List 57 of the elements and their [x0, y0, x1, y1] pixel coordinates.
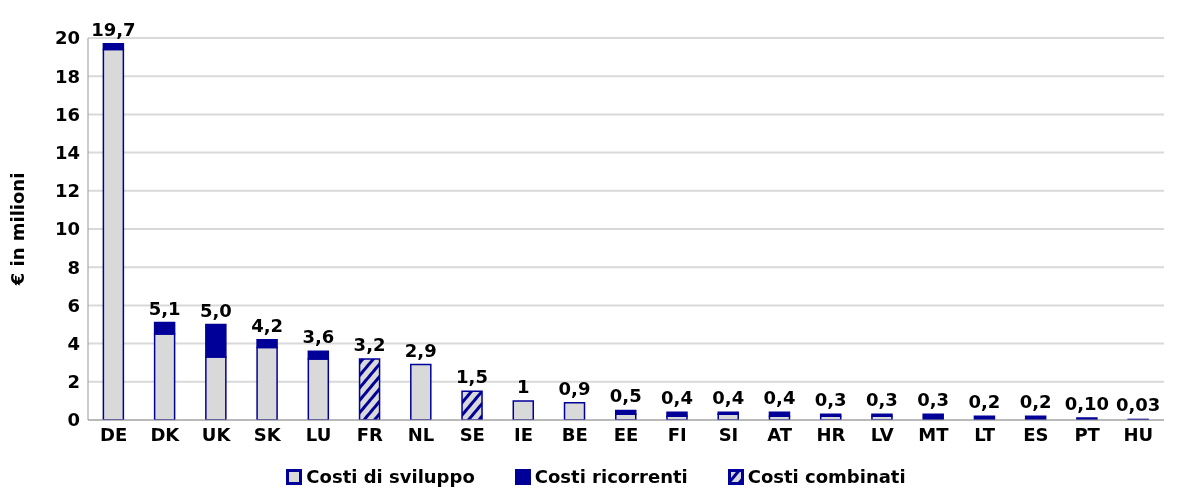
x-tick-label: FR [356, 423, 384, 445]
total-label: 0,3 [866, 389, 898, 411]
total-label: 0,4 [763, 387, 796, 409]
total-label: 5,0 [199, 299, 232, 321]
total-label: 19,7 [91, 18, 136, 40]
x-tick-label: SE [459, 423, 485, 445]
total-label: 0,2 [968, 391, 1001, 413]
legend-label: Costi ricorrenti [533, 466, 688, 487]
y-tick-label: 6 [67, 294, 80, 316]
legend-label: Costi combinati [746, 466, 906, 487]
total-label: 0,2 [1019, 391, 1052, 413]
legend-label: Costi di sviluppo [305, 466, 475, 487]
total-label: 1,5 [456, 366, 488, 388]
y-tick-label: 0 [67, 409, 80, 431]
total-label: 1 [517, 375, 530, 397]
total-label: 2,9 [404, 339, 437, 361]
y-tick-label: 14 [54, 141, 80, 163]
total-label: 0,3 [917, 389, 950, 411]
x-tick-label: LV [870, 423, 894, 445]
x-tick-label: LT [974, 423, 996, 445]
total-label: 0,03 [1115, 394, 1161, 416]
x-tick-label: DK [150, 423, 181, 445]
x-tick-label: BE [561, 423, 588, 445]
total-label: 3,2 [353, 333, 386, 355]
x-tick-label: NL [407, 423, 435, 445]
total-label: 0,9 [558, 377, 591, 399]
x-tick-label: HU [1123, 423, 1154, 445]
y-tick-label: 2 [67, 371, 80, 393]
total-label: 5,1 [148, 297, 181, 319]
y-tick-label: 10 [54, 218, 80, 240]
total-label: 4,2 [251, 314, 284, 336]
y-tick-label: 20 [54, 27, 80, 49]
x-tick-label: UK [201, 423, 232, 445]
y-tick-label: 16 [54, 103, 80, 125]
x-tick-label: EE [613, 423, 639, 445]
x-tick-label: SI [718, 423, 739, 445]
x-tick-label: SK [253, 423, 282, 445]
total-label: 0,3 [814, 389, 847, 411]
x-tick-label: IE [514, 423, 534, 445]
x-tick-label: MT [918, 423, 950, 445]
total-label: 0,5 [609, 385, 642, 407]
total-label: 0,10 [1064, 393, 1110, 415]
x-tick-label: DE [99, 423, 128, 445]
y-tick-label: 8 [67, 256, 80, 278]
y-tick-label: 4 [67, 332, 80, 354]
y-axis-title: € in milioni [7, 172, 29, 287]
x-tick-label: ES [1023, 423, 1049, 445]
x-tick-label: PT [1074, 423, 1101, 445]
total-label: 0,4 [661, 387, 693, 409]
total-label: 3,6 [302, 326, 335, 348]
x-tick-label: HR [816, 423, 846, 445]
x-tick-label: LU [305, 423, 332, 445]
y-tick-label: 18 [54, 65, 80, 87]
total-label: 0,4 [712, 387, 745, 409]
x-tick-label: AT [767, 423, 793, 445]
x-tick-label: FI [667, 423, 687, 445]
y-tick-label: 12 [54, 180, 80, 202]
